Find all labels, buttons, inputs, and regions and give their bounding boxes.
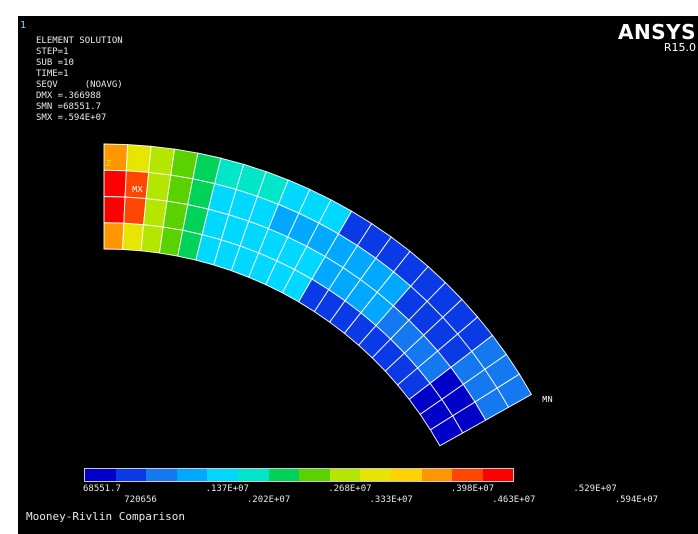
mesh-element <box>103 196 126 224</box>
mesh-element <box>148 145 176 176</box>
max-marker: MX <box>132 185 143 195</box>
mesh-element <box>123 196 147 226</box>
info-line: SUB =10 <box>36 58 74 68</box>
brand-version: R15.0 <box>663 41 696 54</box>
ansys-logo: ANSYS R15.0 <box>618 22 696 54</box>
mesh-element <box>125 144 152 173</box>
legend-label: .594E+07 <box>614 495 659 505</box>
contour-plot[interactable]: MX MN Z <box>18 16 698 534</box>
info-line: SEQV (NOAVG) <box>36 80 123 90</box>
axis-triad-z-label: Z <box>106 159 112 169</box>
legend-label: .529E+07 <box>573 484 617 494</box>
mesh-element <box>103 169 127 198</box>
plot-caption: Mooney-Rivlin Comparison <box>26 510 185 523</box>
legend-swatch <box>390 469 422 481</box>
min-marker: MN <box>542 395 553 405</box>
mesh-element <box>429 415 464 447</box>
legend-swatch <box>237 469 269 481</box>
info-line: SMX =.594E+07 <box>36 113 107 123</box>
legend-swatch <box>115 469 147 481</box>
legend-swatch <box>421 469 453 481</box>
finite-element-mesh <box>103 143 533 447</box>
legend-label: .463E+07 <box>492 495 536 505</box>
legend-label: 720656 <box>124 495 157 505</box>
info-line: DMX =.366988 <box>36 91 102 101</box>
legend-swatch <box>452 469 483 481</box>
legend-swatch <box>360 469 391 481</box>
brand-name: ANSYS <box>617 20 696 44</box>
legend-swatch <box>482 469 514 481</box>
legend-swatch <box>85 469 116 481</box>
legend-label: .202E+07 <box>246 495 291 505</box>
info-line: STEP=1 <box>36 47 69 57</box>
legend-swatch <box>299 469 330 481</box>
legend-label: .268E+07 <box>328 484 372 494</box>
mesh-element <box>122 222 145 252</box>
solution-info-block: ELEMENT SOLUTION STEP=1 SUB =10 TIME=1 S… <box>36 36 123 124</box>
legend-swatch <box>176 469 208 481</box>
graphics-viewport[interactable]: MX MN Z 1 ELEMENT SOLUTION STEP=1 SUB =1… <box>18 16 698 534</box>
legend-label: .333E+07 <box>369 495 413 505</box>
legend-label: 68551.7 <box>83 484 121 494</box>
mesh-element <box>103 222 125 250</box>
info-line: ELEMENT SOLUTION <box>36 36 123 46</box>
legend-label: .398E+07 <box>450 484 495 494</box>
legend-swatch <box>329 469 361 481</box>
window-number: 1 <box>20 20 27 31</box>
info-line: SMN =68551.7 <box>36 102 102 112</box>
info-line: TIME=1 <box>36 69 69 79</box>
legend-swatch <box>268 469 300 481</box>
legend-swatch <box>207 469 238 481</box>
mesh-element <box>145 171 172 202</box>
contour-legend-bar <box>83 468 515 482</box>
legend-label: .137E+07 <box>205 484 249 494</box>
legend-swatch <box>146 469 177 481</box>
